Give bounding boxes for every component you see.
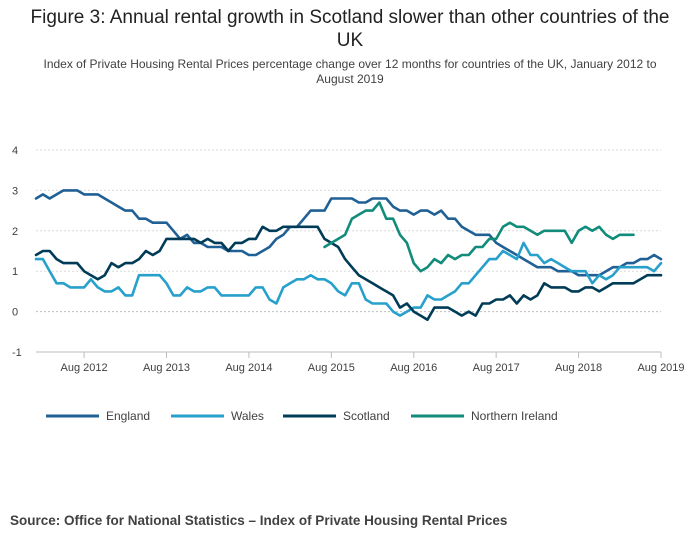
y-tick-label: 1 [12, 266, 18, 278]
y-tick-label: 0 [12, 307, 18, 319]
x-tick-label: Aug 2019 [637, 362, 684, 374]
chart-title: Figure 3: Annual rental growth in Scotla… [30, 7, 670, 51]
series-line-scotland [34, 225, 663, 322]
gridlines [36, 149, 661, 353]
x-axis: Aug 2012 Aug 2013 Aug 2014 Aug 2015 Aug 2016… [36, 351, 685, 374]
y-tick-label: 4 [12, 145, 18, 157]
y-axis: -1 0 1 2 3 4 [12, 145, 22, 359]
chart-subtitle: Index of Private Housing Rental Prices p… [43, 57, 657, 86]
x-tick-label: Aug 2018 [555, 362, 602, 374]
legend-label-england: England [106, 409, 150, 423]
series-line-england [34, 189, 663, 277]
x-tick-label: Aug 2015 [308, 362, 355, 374]
x-tick-label: Aug 2014 [225, 362, 272, 374]
legend-label-wales: Wales [231, 409, 264, 423]
series-lines [34, 189, 663, 322]
x-tick-label: Aug 2016 [390, 362, 437, 374]
legend-label-northern-ireland: Northern Ireland [471, 409, 558, 423]
y-tick-label: -1 [12, 347, 22, 359]
y-tick-label: 2 [12, 226, 18, 238]
legend: England Wales Scotland Northern Ireland [46, 409, 558, 423]
x-tick-label: Aug 2012 [61, 362, 108, 374]
legend-label-scotland: Scotland [343, 409, 390, 423]
series-line-northern-ireland [323, 201, 635, 273]
x-tick-label: Aug 2017 [473, 362, 520, 374]
source-note: Source: Office for National Statistics –… [10, 513, 508, 528]
x-tick-label: Aug 2013 [143, 362, 190, 374]
series-line-wales [34, 241, 663, 317]
y-tick-label: 3 [12, 185, 18, 197]
